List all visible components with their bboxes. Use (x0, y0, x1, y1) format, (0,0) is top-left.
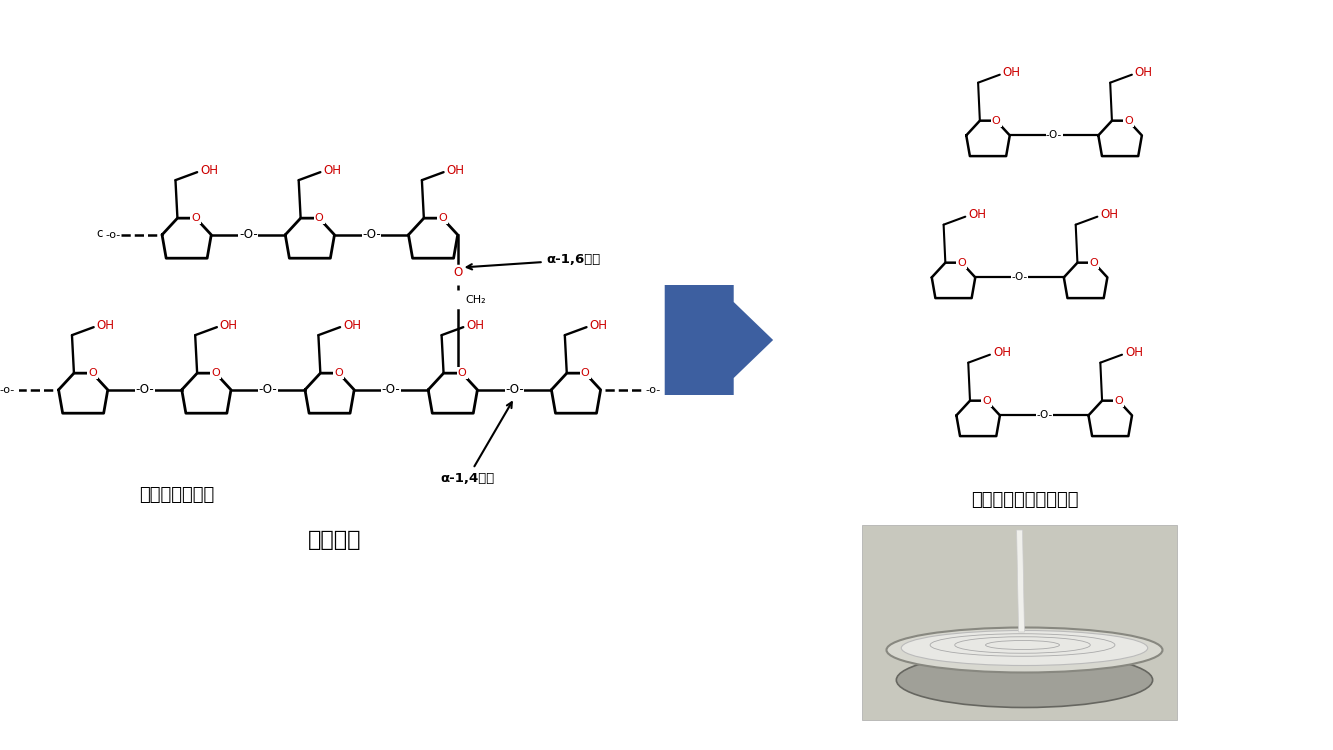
Polygon shape (1017, 530, 1025, 632)
Text: -O-: -O- (381, 383, 400, 396)
Text: -o-: -o- (105, 230, 121, 240)
Text: O: O (439, 213, 447, 223)
Text: -o-: -o- (0, 385, 15, 394)
Text: O: O (192, 213, 200, 223)
Text: OH: OH (447, 164, 464, 177)
Text: -O-: -O- (1012, 272, 1028, 283)
Text: 酵素による切断: 酵素による切断 (139, 486, 215, 504)
Text: -O-: -O- (136, 383, 155, 396)
Text: -O-: -O- (259, 383, 277, 396)
Text: O: O (315, 213, 324, 223)
Text: O: O (992, 116, 1001, 126)
FancyBboxPatch shape (862, 525, 1177, 720)
Text: O: O (1114, 396, 1122, 406)
Text: α-1,4結合: α-1,4結合 (440, 402, 512, 484)
Text: c: c (96, 227, 103, 240)
Text: CH₂: CH₂ (465, 295, 487, 304)
Text: O: O (211, 368, 220, 378)
Ellipse shape (901, 631, 1148, 665)
Text: O: O (88, 368, 97, 378)
Text: -O-: -O- (1036, 410, 1052, 421)
Text: -O-: -O- (1046, 130, 1062, 140)
Text: OH: OH (1100, 209, 1118, 221)
Ellipse shape (886, 628, 1162, 673)
Text: OH: OH (1002, 66, 1021, 80)
Text: OH: OH (589, 319, 608, 332)
Text: O: O (982, 396, 990, 406)
Text: -O-: -O- (505, 383, 524, 396)
Text: O: O (335, 368, 343, 378)
Text: O: O (457, 368, 467, 378)
Text: O: O (957, 258, 966, 268)
Text: O: O (1089, 258, 1098, 268)
Text: マルトース（麦芽糖）: マルトース（麦芽糖） (970, 491, 1078, 509)
Text: OH: OH (993, 346, 1010, 359)
Text: -O-: -O- (363, 228, 381, 242)
Text: OH: OH (968, 209, 986, 221)
Text: OH: OH (1134, 66, 1153, 80)
Text: でんぷん: でんぷん (308, 530, 361, 550)
Text: OH: OH (324, 164, 341, 177)
Text: OH: OH (96, 319, 115, 332)
Text: O: O (1124, 116, 1133, 126)
Polygon shape (665, 285, 773, 395)
Ellipse shape (896, 652, 1153, 707)
Text: OH: OH (467, 319, 484, 332)
Text: O: O (453, 266, 463, 279)
Text: -O-: -O- (239, 228, 257, 242)
Text: -o-: -o- (645, 385, 660, 394)
Text: OH: OH (1125, 346, 1142, 359)
Text: OH: OH (343, 319, 361, 332)
Text: OH: OH (220, 319, 237, 332)
Text: α-1,6結合: α-1,6結合 (467, 254, 601, 269)
Text: OH: OH (200, 164, 219, 177)
Text: O: O (581, 368, 589, 378)
